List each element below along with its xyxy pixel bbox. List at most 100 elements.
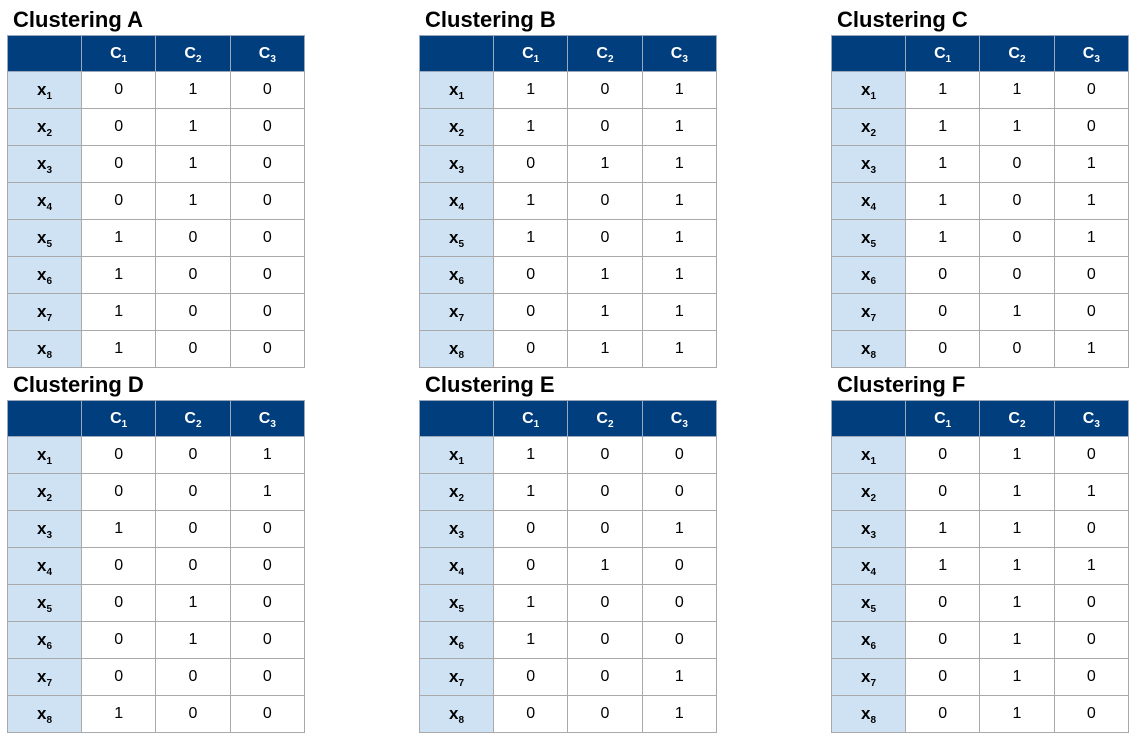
row-header-x7: x7 — [7, 293, 82, 331]
clustering-panel-a: Clustering A C1 C2 C3 x1 0 1 0 x2 0 1 0 x3 0 1 0 x4 0 1 0 x5… — [7, 5, 307, 368]
row-header-subscript: 5 — [46, 604, 53, 615]
row-header-base: x — [448, 704, 459, 723]
column-header-base: C — [670, 44, 683, 62]
membership-cell: 0 — [904, 695, 981, 733]
row-header-base: x — [36, 445, 47, 464]
column-header-c3: C3 — [1053, 35, 1130, 72]
row-header-x3: x3 — [831, 145, 906, 183]
membership-cell: 0 — [229, 658, 306, 696]
row-header-base: x — [860, 191, 871, 210]
column-header-c3: C3 — [229, 35, 306, 72]
membership-cell: 1 — [641, 293, 718, 331]
column-header-subscript: 1 — [121, 53, 128, 65]
membership-cell: 0 — [155, 473, 231, 511]
membership-cell: 1 — [492, 436, 569, 474]
membership-cell: 0 — [155, 695, 231, 733]
membership-cell: 0 — [229, 584, 306, 622]
row-header-base: x — [860, 593, 871, 612]
row-header-x7: x7 — [831, 658, 906, 696]
row-header-subscript: 6 — [458, 641, 465, 652]
column-header-subscript: 2 — [607, 53, 614, 65]
column-header-base: C — [934, 44, 946, 62]
row-header-base: x — [36, 339, 47, 358]
row-header-subscript: 5 — [458, 239, 465, 250]
membership-cell: 0 — [1053, 436, 1130, 474]
table-row: x4 0 1 0 — [419, 547, 718, 585]
row-header-subscript: 2 — [458, 493, 465, 504]
row-header-subscript: 3 — [458, 530, 465, 541]
row-header-x6: x6 — [419, 621, 494, 659]
row-header-x5: x5 — [7, 219, 82, 257]
membership-cell: 1 — [979, 510, 1055, 548]
membership-cell: 0 — [904, 436, 981, 474]
column-header-subscript: 2 — [195, 53, 202, 65]
membership-cell: 1 — [80, 510, 157, 548]
table-row: x4 1 0 1 — [831, 182, 1130, 220]
membership-cell: 0 — [1053, 71, 1130, 109]
row-header-subscript: 5 — [870, 604, 877, 615]
membership-cell: 1 — [979, 547, 1055, 585]
membership-cell: 1 — [979, 108, 1055, 146]
column-header-subscript: 1 — [533, 418, 540, 430]
membership-cell: 1 — [80, 330, 157, 368]
column-header-c1: C1 — [492, 400, 569, 437]
membership-cell: 0 — [155, 256, 231, 294]
table-row: x2 0 1 1 — [831, 473, 1130, 511]
row-header-subscript: 2 — [458, 128, 465, 139]
row-header-base: x — [36, 80, 47, 99]
membership-cell: 1 — [155, 108, 231, 146]
row-header-base: x — [860, 704, 871, 723]
table-row: x1 0 0 1 — [7, 436, 306, 474]
row-header-subscript: 1 — [458, 456, 465, 467]
membership-cell: 1 — [904, 547, 981, 585]
membership-cell: 1 — [1053, 145, 1130, 183]
column-header-c2: C2 — [979, 35, 1055, 72]
membership-cell: 0 — [492, 547, 569, 585]
row-header-x2: x2 — [7, 108, 82, 146]
membership-cell: 0 — [155, 330, 231, 368]
row-header-base: x — [860, 667, 871, 686]
membership-table: C1 C2 C3 x1 0 0 1 x2 0 0 1 x3 1 0 0 x4 0 0 0 x5 0 1 0 x6 0 1 0 x7 0 0… — [7, 400, 306, 733]
row-header-base: x — [36, 117, 47, 136]
membership-table: C1 C2 C3 x1 1 0 1 x2 1 0 1 x3 0 1 1 x4 1 0 1 x5 1 0 1 x6 0 1 1 x7 0 1… — [419, 35, 718, 368]
membership-cell: 0 — [80, 658, 157, 696]
column-header-subscript: 2 — [195, 418, 202, 430]
membership-cell: 0 — [492, 658, 569, 696]
table-row: x2 1 1 0 — [831, 108, 1130, 146]
membership-cell: 1 — [229, 436, 306, 474]
membership-cell: 0 — [80, 547, 157, 585]
membership-cell: 1 — [904, 219, 981, 257]
row-header-base: x — [448, 191, 459, 210]
membership-cell: 0 — [1053, 658, 1130, 696]
membership-cell: 0 — [80, 108, 157, 146]
header-row: C1 C2 C3 — [7, 400, 306, 437]
membership-cell: 1 — [641, 256, 718, 294]
table-row: x3 1 0 0 — [7, 510, 306, 548]
column-header-base: C — [1082, 409, 1095, 427]
clustering-title: Clustering C — [837, 7, 968, 32]
column-header-subscript: 1 — [533, 53, 540, 65]
row-header-x5: x5 — [831, 219, 906, 257]
membership-cell: 0 — [567, 584, 643, 622]
row-header-subscript: 3 — [458, 165, 465, 176]
membership-cell: 0 — [155, 436, 231, 474]
table-row: x3 0 1 0 — [7, 145, 306, 183]
row-header-x2: x2 — [7, 473, 82, 511]
row-header-x7: x7 — [831, 293, 906, 331]
column-header-base: C — [184, 409, 196, 427]
membership-cell: 1 — [1053, 219, 1130, 257]
membership-cell: 0 — [155, 658, 231, 696]
row-header-base: x — [860, 302, 871, 321]
column-header-base: C — [596, 44, 608, 62]
membership-cell: 0 — [229, 330, 306, 368]
row-header-subscript: 6 — [46, 641, 53, 652]
table-row: x7 0 0 1 — [419, 658, 718, 696]
membership-cell: 0 — [979, 219, 1055, 257]
row-header-base: x — [448, 228, 459, 247]
membership-cell: 0 — [80, 473, 157, 511]
membership-cell: 0 — [80, 584, 157, 622]
table-row: x1 1 0 0 — [419, 436, 718, 474]
row-header-x6: x6 — [7, 621, 82, 659]
membership-cell: 1 — [155, 182, 231, 220]
membership-table: C1 C2 C3 x1 1 0 0 x2 1 0 0 x3 0 0 1 x4 0 1 0 x5 1 0 0 x6 1 0 0 x7 0 0… — [419, 400, 718, 733]
